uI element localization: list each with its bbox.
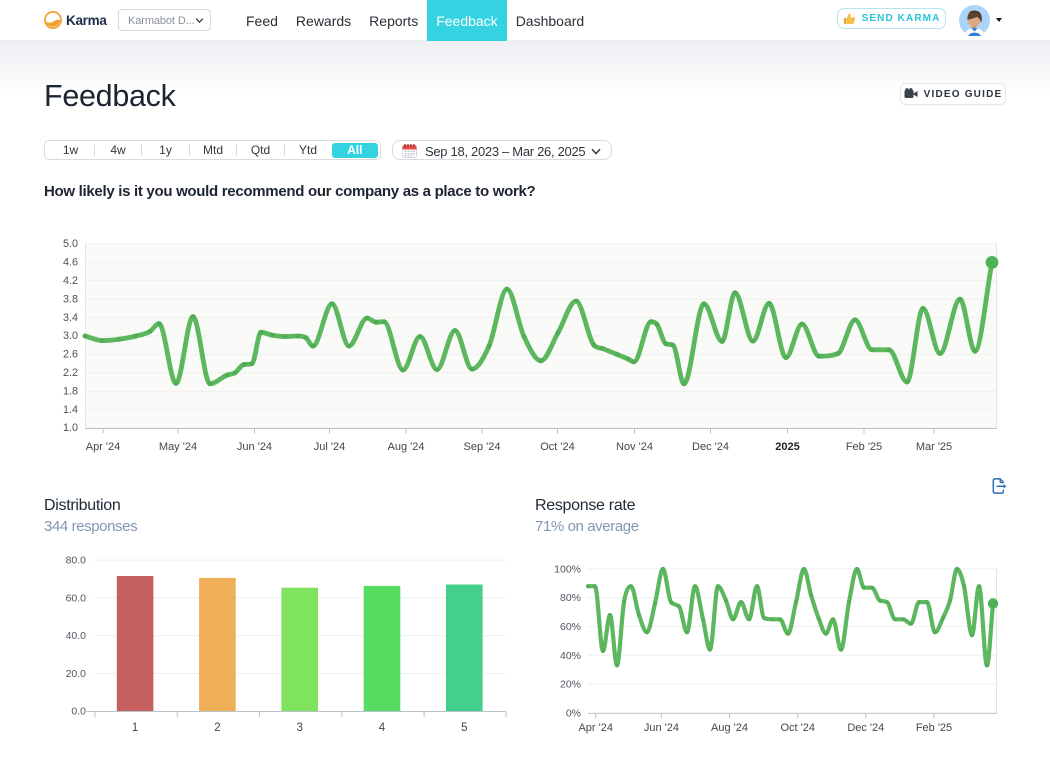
svg-text:1.0: 1.0 [63, 422, 78, 434]
svg-text:80%: 80% [560, 592, 581, 604]
svg-text:Oct '24: Oct '24 [540, 441, 575, 453]
svg-text:5: 5 [461, 722, 467, 734]
svg-text:40.0: 40.0 [66, 630, 87, 642]
svg-text:1.4: 1.4 [63, 404, 78, 416]
svg-text:5.0: 5.0 [63, 238, 78, 250]
svg-text:2.2: 2.2 [63, 367, 78, 379]
svg-text:Oct '24: Oct '24 [780, 722, 815, 734]
svg-text:3.4: 3.4 [63, 312, 78, 324]
svg-text:Jun '24: Jun '24 [237, 441, 272, 453]
svg-text:May '24: May '24 [159, 441, 197, 453]
svg-text:Mar '25: Mar '25 [916, 441, 952, 453]
svg-text:0%: 0% [566, 707, 581, 719]
svg-text:20.0: 20.0 [66, 668, 87, 680]
svg-text:2: 2 [214, 722, 220, 734]
svg-text:4.2: 4.2 [63, 275, 78, 287]
svg-text:Feb '25: Feb '25 [846, 441, 882, 453]
svg-text:3.8: 3.8 [63, 293, 78, 305]
svg-text:60.0: 60.0 [66, 592, 87, 604]
svg-text:Sep '24: Sep '24 [464, 441, 501, 453]
svg-text:Nov '24: Nov '24 [616, 441, 653, 453]
svg-text:40%: 40% [560, 650, 581, 662]
svg-text:Aug '24: Aug '24 [388, 441, 425, 453]
svg-text:4.6: 4.6 [63, 257, 78, 269]
svg-text:3.0: 3.0 [63, 330, 78, 342]
svg-text:3: 3 [296, 722, 302, 734]
svg-text:80.0: 80.0 [66, 555, 87, 567]
svg-text:Jul '24: Jul '24 [314, 441, 345, 453]
svg-text:2.6: 2.6 [63, 349, 78, 361]
svg-text:Feb '25: Feb '25 [916, 722, 952, 734]
svg-text:60%: 60% [560, 621, 581, 633]
svg-text:Apr '24: Apr '24 [578, 722, 613, 734]
svg-text:Dec '24: Dec '24 [692, 441, 729, 453]
svg-text:2025: 2025 [775, 441, 799, 453]
svg-text:1: 1 [132, 722, 138, 734]
svg-text:1.8: 1.8 [63, 385, 78, 397]
svg-text:Dec '24: Dec '24 [847, 722, 884, 734]
svg-text:Apr '24: Apr '24 [86, 441, 121, 453]
svg-text:20%: 20% [560, 679, 581, 691]
svg-text:Jun '24: Jun '24 [644, 722, 679, 734]
svg-text:4: 4 [379, 722, 386, 734]
svg-text:100%: 100% [554, 563, 581, 575]
svg-text:Aug '24: Aug '24 [711, 722, 748, 734]
svg-text:0.0: 0.0 [71, 706, 86, 718]
